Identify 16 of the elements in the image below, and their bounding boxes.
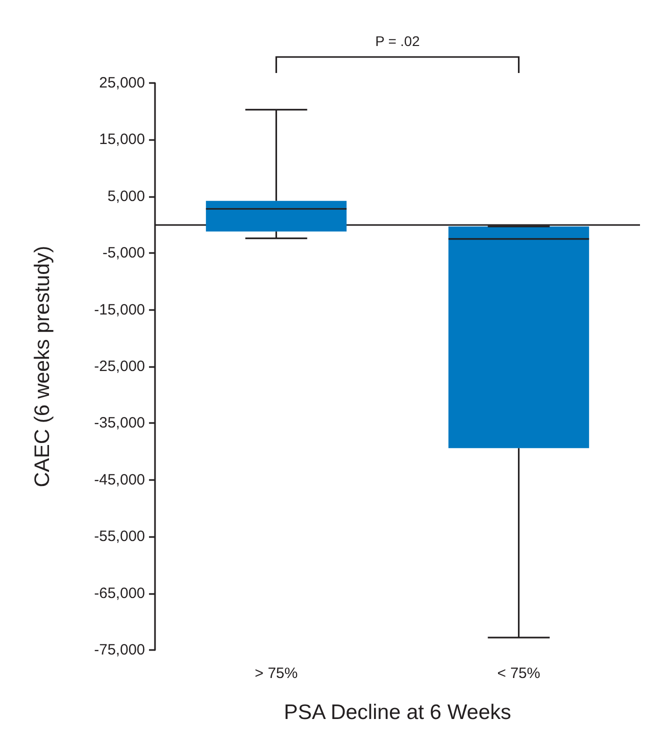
y-tick-label: 25,000 [99, 74, 145, 92]
y-tick-label: 15,000 [99, 131, 145, 148]
x-tick-label: < 75% [497, 665, 540, 682]
y-tick-label: -55,000 [94, 528, 145, 546]
x-tick-label: > 75% [254, 665, 298, 682]
y-axis-title: CAEC (6 weeks prestudy) [31, 246, 54, 488]
y-tick-label: -65,000 [94, 584, 145, 602]
y-tick-label: -35,000 [94, 414, 145, 432]
y-tick-label: -45,000 [94, 471, 145, 488]
y-tick-label: -5,000 [102, 244, 145, 262]
text: P = .02 [375, 33, 420, 49]
y-tick-label: -15,000 [94, 301, 145, 318]
x-axis-title: PSA Decline at 6 Weeks [284, 701, 512, 724]
y-tick-label: 5,000 [107, 188, 145, 205]
y-tick-label: -75,000 [94, 642, 145, 658]
y-tick-label: -25,000 [94, 358, 145, 375]
